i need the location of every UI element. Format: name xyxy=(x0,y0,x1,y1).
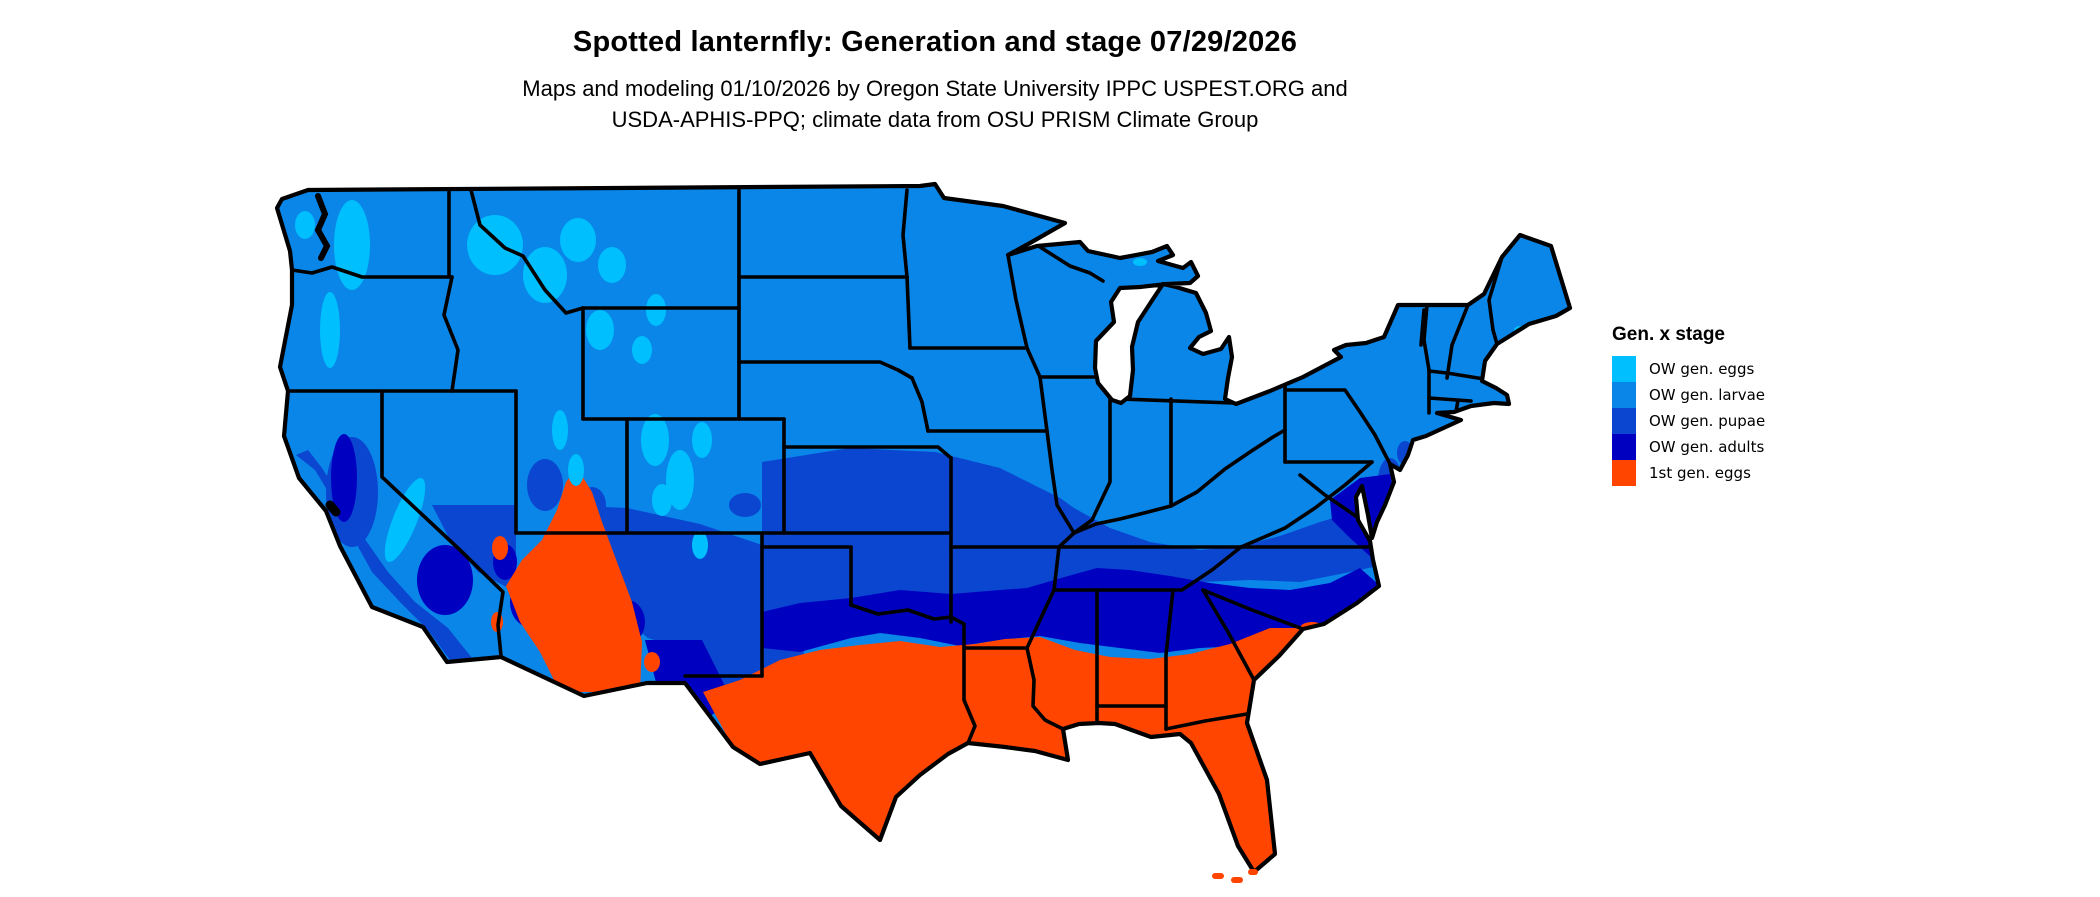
legend-item-ow-pupae: OW gen. pupae xyxy=(1612,408,1765,434)
florida-keys xyxy=(1212,869,1258,883)
legend-label-ow-adults: OW gen. adults xyxy=(1649,438,1765,456)
us-outline xyxy=(274,181,1573,875)
legend-title: Gen. x stage xyxy=(1612,324,1725,345)
legend-item-ow-adults: OW gen. adults xyxy=(1612,434,1765,460)
legend: Gen. x stage OW gen. eggs OW gen. larvae… xyxy=(1612,324,1765,486)
legend-swatch-ow-pupae xyxy=(1612,408,1636,434)
map-subtitle-line1: Maps and modeling 01/10/2026 by Oregon S… xyxy=(522,76,1348,101)
legend-swatch-first-gen-eggs xyxy=(1612,460,1636,486)
map-title: Spotted lanternfly: Generation and stage… xyxy=(572,26,1298,58)
legend-label-ow-eggs: OW gen. eggs xyxy=(1649,360,1755,378)
legend-item-first-gen-eggs: 1st gen. eggs xyxy=(1612,460,1765,486)
state-borders xyxy=(286,188,1504,745)
region-ow-eggs xyxy=(295,200,1526,562)
legend-label-ow-pupae: OW gen. pupae xyxy=(1649,412,1766,430)
legend-swatch-ow-eggs xyxy=(1612,356,1636,382)
legend-swatch-ow-adults xyxy=(1612,434,1636,460)
legend-label-ow-larvae: OW gen. larvae xyxy=(1649,386,1766,404)
map-subtitle: Maps and modeling 01/10/2026 by Oregon S… xyxy=(0,73,1870,135)
map-subtitle-line2: USDA-APHIS-PPQ; climate data from OSU PR… xyxy=(611,107,1259,132)
legend-swatch-ow-larvae xyxy=(1612,382,1636,408)
legend-label-first-gen-eggs: 1st gen. eggs xyxy=(1649,464,1751,482)
water-details xyxy=(314,193,341,517)
legend-item-ow-eggs: OW gen. eggs xyxy=(1612,356,1765,382)
legend-item-ow-larvae: OW gen. larvae xyxy=(1612,382,1765,408)
title-block: Spotted lanternfly: Generation and stage… xyxy=(0,0,1870,135)
